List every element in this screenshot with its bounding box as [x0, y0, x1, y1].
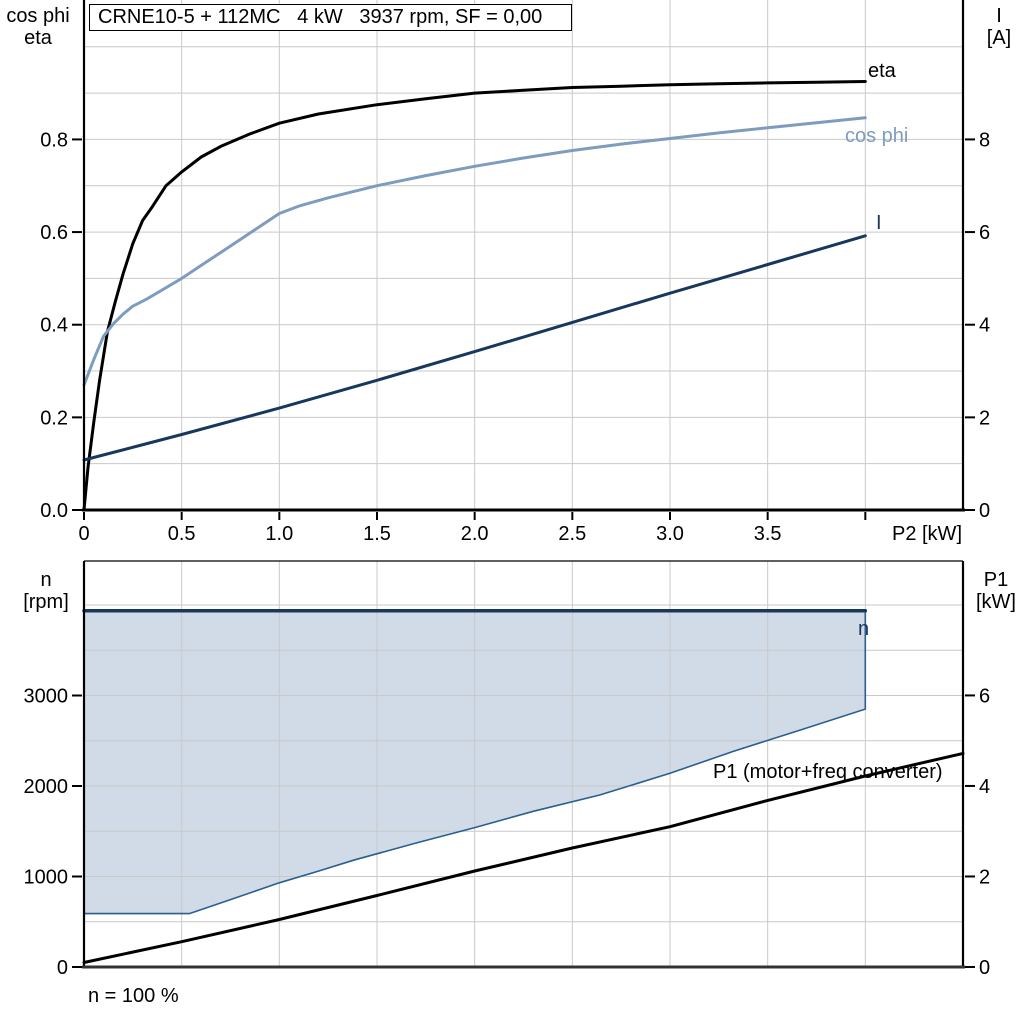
- tick-label-x: 3.0: [656, 523, 684, 545]
- tick-label-left: 0.8: [40, 129, 68, 151]
- tick-label-left: 0.6: [40, 222, 68, 244]
- tick-label-x: 0: [78, 523, 89, 545]
- tick-label-x: 0.5: [168, 523, 196, 545]
- bottom-left-axis-title-line1: n: [40, 569, 51, 591]
- speed-curve-label: n: [858, 618, 869, 640]
- speed-footnote: n = 100 %: [88, 985, 179, 1007]
- top-left-axis-title-line1: cos phi: [6, 5, 69, 27]
- tick-label-left: 2000: [24, 776, 69, 798]
- tick-label-right: 6: [979, 685, 990, 707]
- bottom-left-axis-title-line2: [rpm]: [23, 591, 69, 613]
- top-left-axis-title-line2: eta: [24, 27, 53, 49]
- top-right-axis-title-line2: [A]: [987, 27, 1011, 49]
- top-right-axis-title-line1: I: [996, 5, 1002, 27]
- tick-label-left: 0.2: [40, 407, 68, 429]
- series-line-eta: [82, 80, 867, 512]
- tick-label-left: 0.4: [40, 315, 68, 337]
- tick-label-left: 0: [57, 957, 68, 979]
- p1-curve-label: P1 (motor+freq converter): [713, 761, 943, 783]
- tick-label-x: 2.5: [558, 523, 586, 545]
- tick-label-x: 1.0: [265, 523, 293, 545]
- series-line-cos-phi: [82, 116, 867, 387]
- tick-label-right: 4: [979, 776, 990, 798]
- series-line-i: [82, 234, 867, 462]
- chart-title: CRNE10-5 + 112MC 4 kW 3937 rpm, SF = 0,0…: [89, 4, 572, 31]
- series-line-p1-motor-freq-converter: [82, 751, 965, 964]
- tick-label-left: 3000: [24, 685, 69, 707]
- tick-label-left: 0.0: [40, 500, 68, 522]
- bottom-right-axis-title-line1: P1: [984, 569, 1008, 591]
- tick-label-right: 2: [979, 866, 990, 888]
- tick-label-x: 1.5: [363, 523, 391, 545]
- tick-label-x: 2.0: [461, 523, 489, 545]
- tick-label-x: 3.5: [754, 523, 782, 545]
- tick-label-right: 8: [979, 129, 990, 151]
- bottom-right-axis-title-line2: [kW]: [976, 591, 1016, 613]
- tick-label-right: 6: [979, 222, 990, 244]
- speed-range-boundary-line: [84, 610, 867, 915]
- tick-label-right: 2: [979, 407, 990, 429]
- cos-phi-curve-label: cos phi: [845, 125, 908, 147]
- tick-label-left: 1000: [24, 866, 69, 888]
- top-x-axis-title: P2 [kW]: [892, 523, 962, 545]
- tick-label-right: 4: [979, 315, 990, 337]
- current-curve-label: I: [876, 212, 882, 234]
- tick-label-right: 0: [979, 500, 990, 522]
- tick-label-right: 0: [979, 957, 990, 979]
- bottom-chart: 0 1000 2000 3000 0 2 4 6: [24, 560, 990, 979]
- eta-curve-label: eta: [868, 60, 897, 82]
- top-chart: 0.0 0.2 0.4 0.6 0.8 0 2 4 6 8 0 0.5 1.0 1.5 2.0 2.5 3.0 3…: [40, 0, 990, 545]
